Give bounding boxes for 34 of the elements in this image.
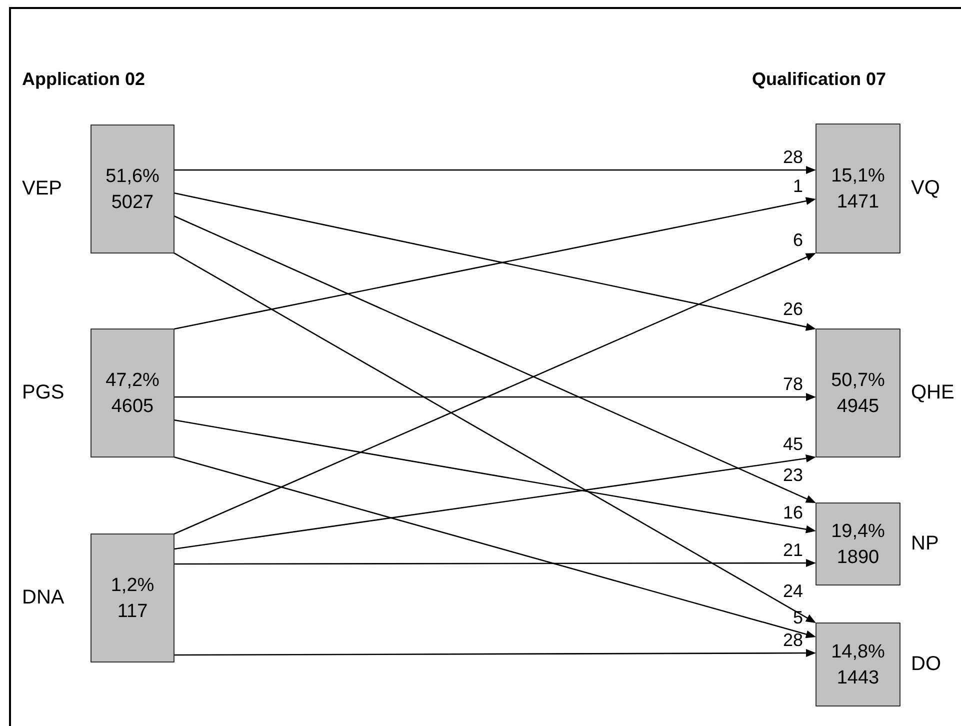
text: Application 02	[22, 68, 146, 89]
data-label: 19,4%	[831, 521, 886, 542]
data-label: 24	[782, 580, 803, 601]
data-label: 1471	[836, 192, 880, 213]
data-label: 28	[782, 146, 803, 167]
category-label: VEP	[22, 178, 62, 200]
data-label: 1	[792, 176, 803, 196]
data-label: 21	[782, 540, 803, 560]
data-label: 4945	[836, 396, 880, 418]
data-label: 1890	[836, 547, 880, 568]
category-label: PGS	[22, 382, 64, 404]
data-label: 47,2%	[106, 370, 160, 392]
data-label: 50,7%	[831, 370, 886, 392]
data-label: 78	[782, 374, 803, 394]
category-label: VQ	[911, 177, 940, 200]
data-label: 23	[782, 465, 803, 486]
data-label: 26	[782, 298, 803, 319]
data-label: 1443	[836, 668, 880, 689]
data-label: 51,6%	[106, 166, 160, 188]
data-label: 6	[792, 230, 803, 250]
category-label: DNA	[22, 586, 65, 609]
data-label: 1,2%	[110, 575, 154, 596]
category-label: QHE	[911, 382, 954, 404]
data-label: 4605	[111, 396, 154, 418]
data-label: 16	[782, 502, 803, 522]
category-label: DO	[911, 653, 941, 676]
data-label: 45	[782, 434, 803, 454]
data-label: 15,1%	[831, 166, 886, 187]
text: Qualification 07	[752, 68, 886, 89]
data-label: 117	[117, 601, 148, 622]
data-label: 5027	[111, 192, 154, 214]
data-label: 28	[782, 630, 803, 650]
data-label: 14,8%	[831, 642, 886, 663]
category-label: NP	[911, 532, 939, 555]
